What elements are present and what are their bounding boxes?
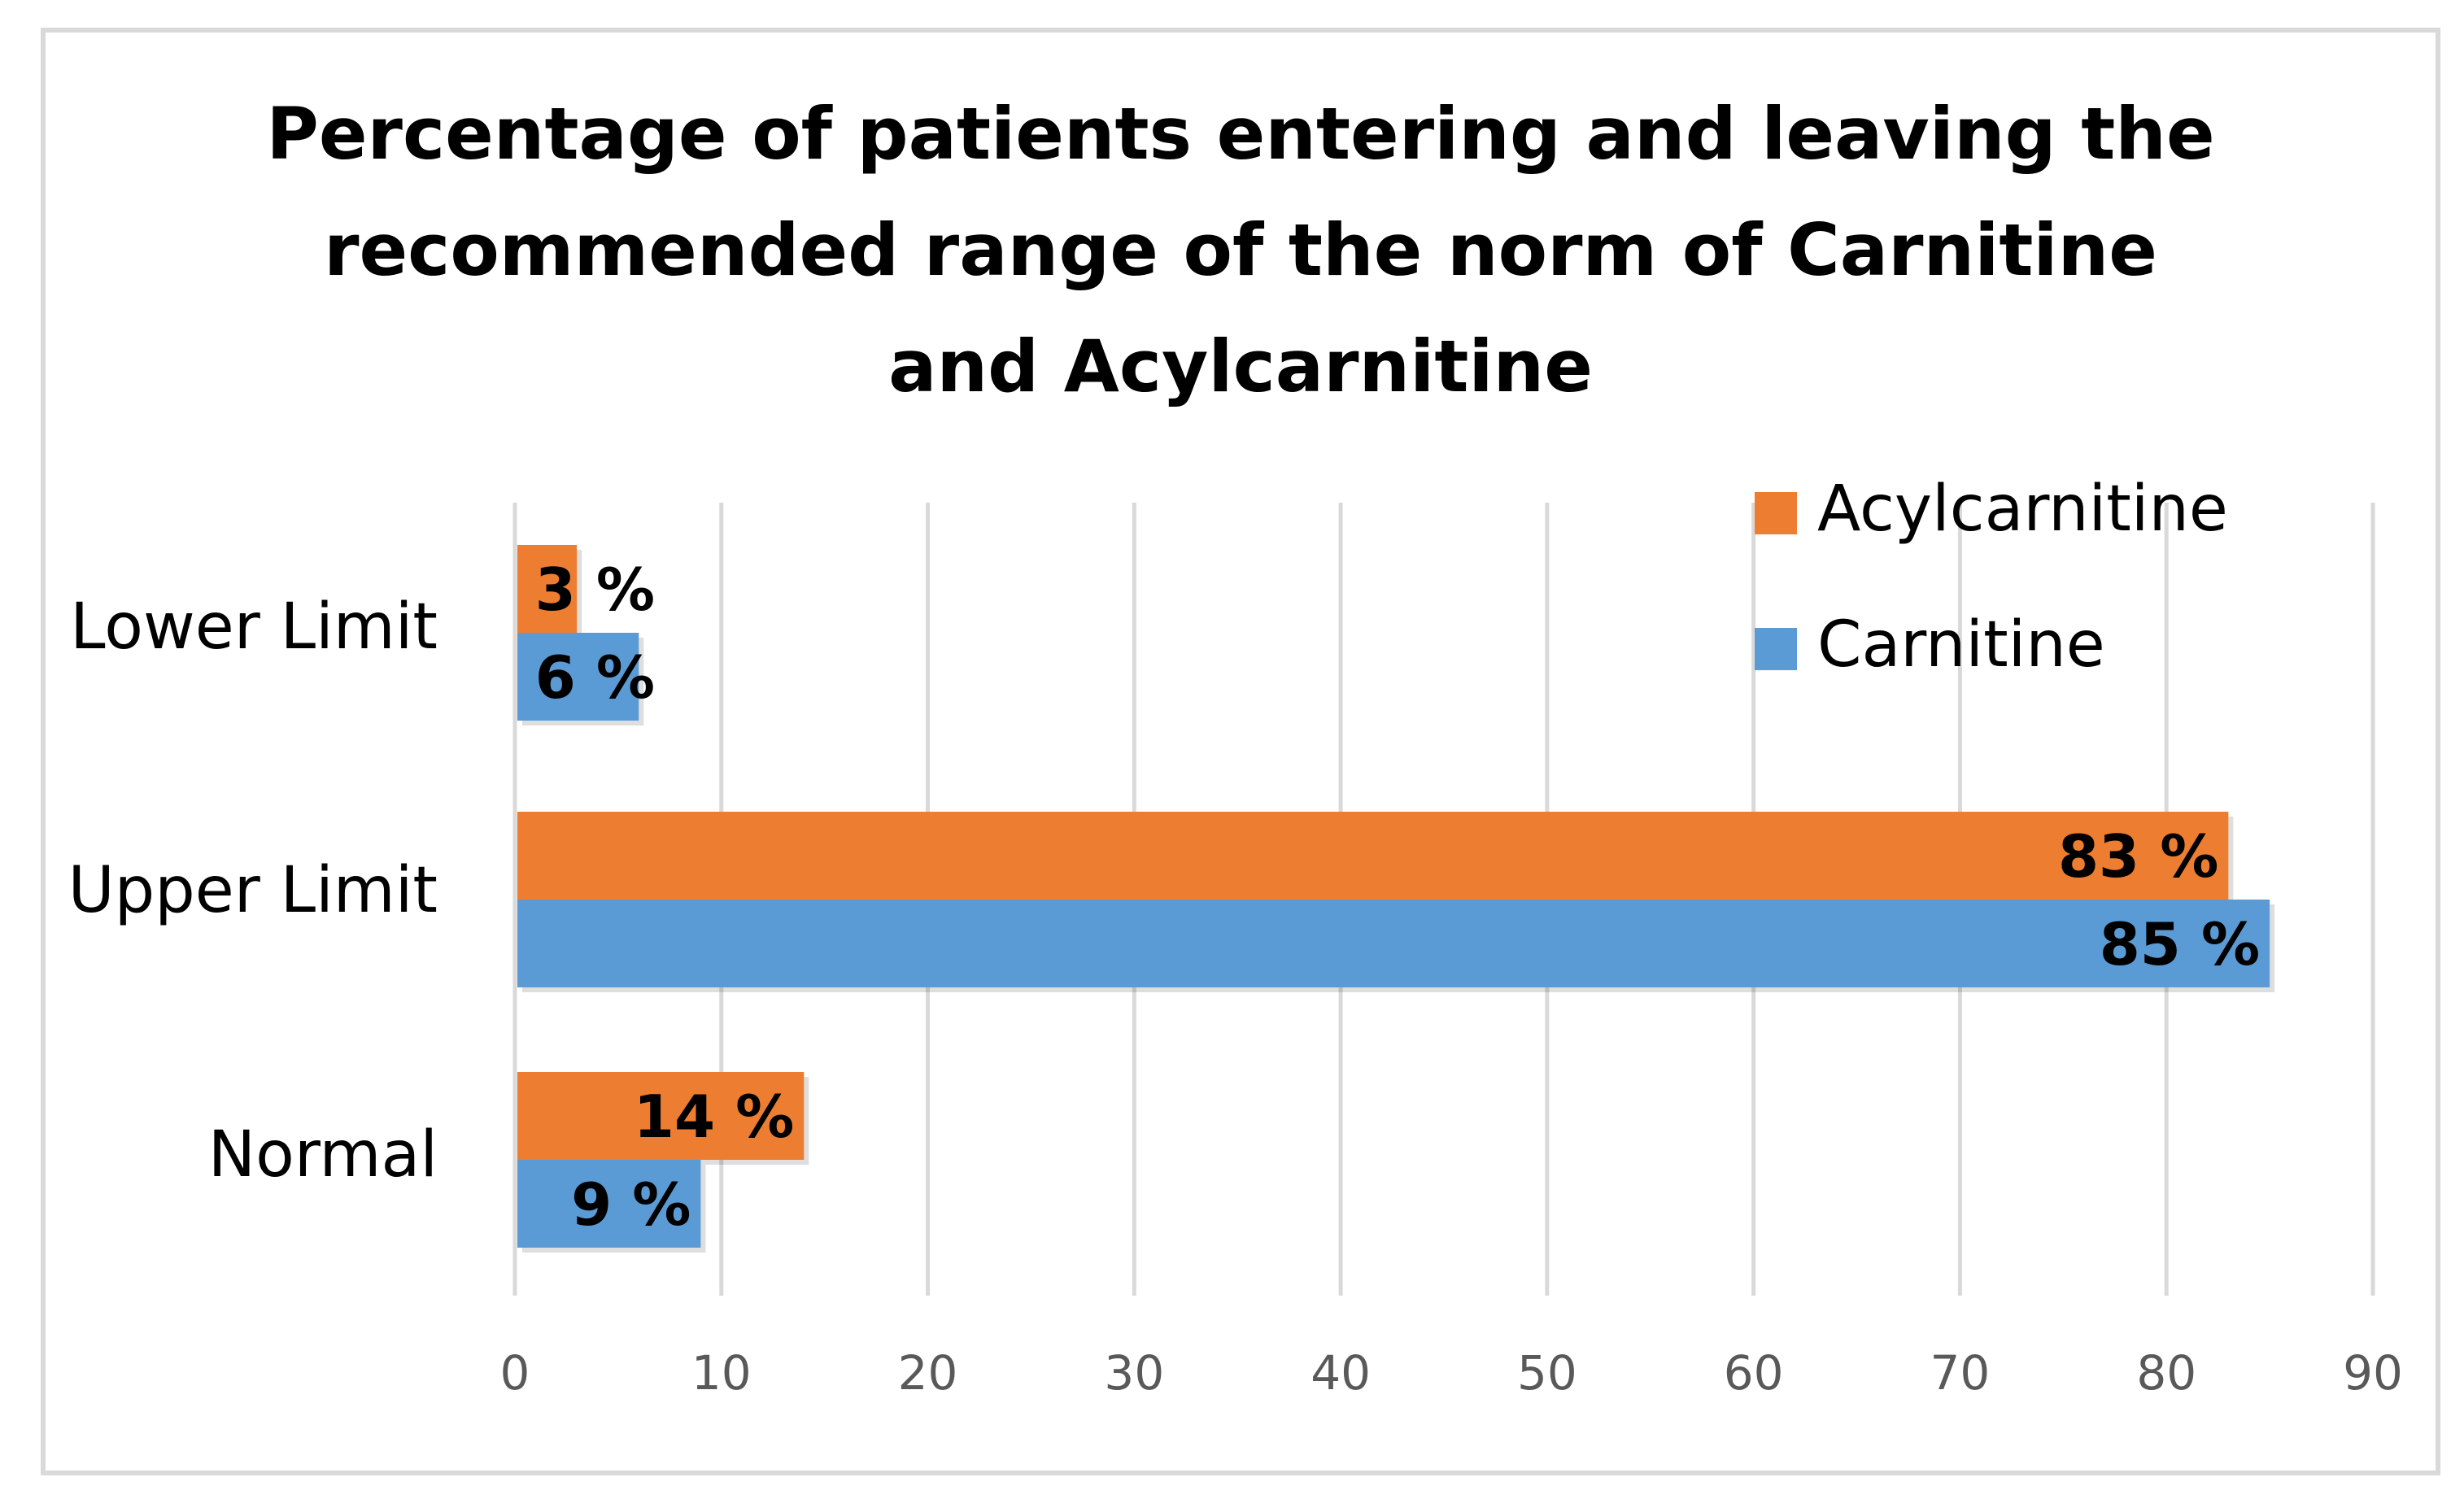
- x-tick-label: 0: [500, 1345, 530, 1401]
- x-tick-label: 30: [1104, 1345, 1164, 1401]
- category-label-upper-limit: Upper Limit: [68, 854, 438, 927]
- bar-carnitine-lower-limit: [517, 633, 639, 721]
- x-tick-label: 60: [1724, 1345, 1784, 1401]
- chart-frame: [41, 28, 2440, 1475]
- value-axis-labels: 0 10 20 30 40 50 60 70 80 90: [500, 1345, 2403, 1401]
- legend-label-acylcarnitine: Acylcarnitine: [1817, 473, 2228, 546]
- category-label-normal: Normal: [208, 1118, 438, 1192]
- chart-title-line-1: Percentage of patients entering and leav…: [266, 92, 2214, 176]
- data-label-carnitine-upper-limit: 85 %: [2100, 910, 2260, 978]
- chart-title-line-2: recommended range of the norm of Carniti…: [324, 208, 2157, 292]
- legend-label-carnitine: Carnitine: [1817, 608, 2105, 682]
- data-label-acylcarnitine-normal: 14 %: [634, 1083, 794, 1151]
- legend: Acylcarnitine Carnitine: [1755, 473, 2228, 682]
- x-tick-label: 40: [1310, 1345, 1371, 1401]
- x-tick-label: 90: [2343, 1345, 2403, 1401]
- bar-acylcarnitine-upper-limit: [517, 812, 2229, 900]
- category-axis-labels: Lower Limit Upper Limit Normal: [68, 590, 438, 1192]
- chart-title: Percentage of patients entering and leav…: [266, 92, 2214, 408]
- bar-carnitine-normal: [517, 1160, 701, 1248]
- x-tick-label: 70: [1930, 1345, 1991, 1401]
- legend-swatch-acylcarnitine: [1755, 492, 1797, 534]
- data-label-carnitine-normal: 9 %: [571, 1170, 691, 1239]
- legend-swatch-carnitine: [1755, 628, 1797, 670]
- data-label-carnitine-lower-limit: 6 %: [535, 643, 655, 712]
- data-label-acylcarnitine-upper-limit: 83 %: [2058, 822, 2218, 891]
- bars: [517, 545, 2275, 1253]
- bar-carnitine-upper-limit: [517, 900, 2270, 987]
- x-tick-label: 10: [691, 1345, 752, 1401]
- category-label-lower-limit: Lower Limit: [70, 590, 438, 664]
- data-label-acylcarnitine-lower-limit: 3 %: [535, 556, 655, 624]
- bar-acylcarnitine-normal: [517, 1072, 805, 1160]
- data-labels: 3 % 6 % 83 % 85 % 14 % 9 %: [535, 556, 2260, 1239]
- x-tick-label: 80: [2136, 1345, 2196, 1401]
- x-tick-label: 20: [898, 1345, 958, 1401]
- bar-acylcarnitine-lower-limit: [517, 545, 578, 633]
- chart-title-line-3: and Acylcarnitine: [888, 325, 1593, 408]
- x-tick-label: 50: [1517, 1345, 1577, 1401]
